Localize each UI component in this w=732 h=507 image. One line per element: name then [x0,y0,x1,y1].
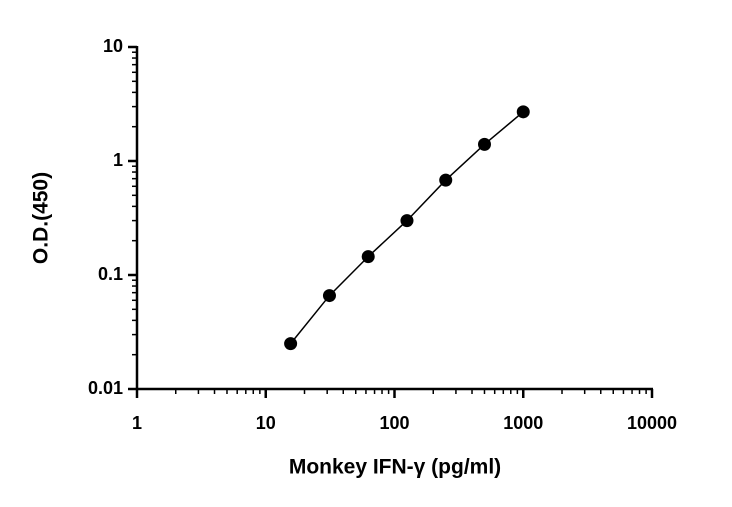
data-point [400,214,414,228]
y-tick-label: 1 [113,150,123,170]
data-point [439,173,453,187]
x-tick-label: 100 [379,413,409,433]
y-tick-label: 0.1 [98,264,123,284]
x-tick-label: 1000 [503,413,543,433]
x-axis-title: Monkey IFN-γ (pg/ml) [289,456,501,479]
data-point [516,105,530,119]
y-axis-title: O.D.(450) [30,172,53,264]
y-tick-label: 0.01 [88,378,123,398]
x-tick-label: 10000 [627,413,677,433]
data-point [477,137,491,151]
data-point [361,250,375,264]
y-tick-label: 10 [103,36,123,56]
x-tick-label: 1 [132,413,142,433]
data-point [284,337,298,351]
data-point [322,289,336,303]
x-tick-label: 10 [256,413,276,433]
